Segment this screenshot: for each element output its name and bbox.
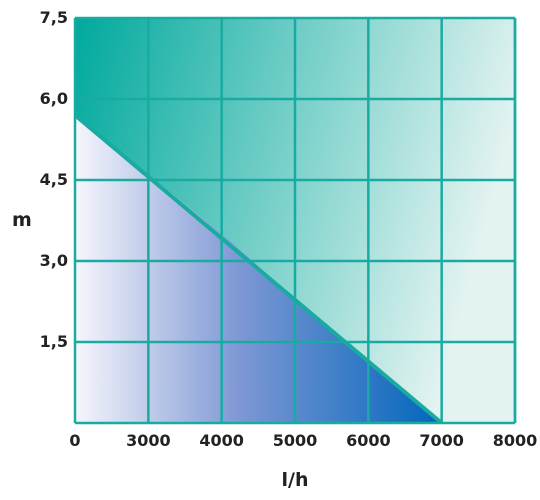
x-tick-label-6: 8000 (493, 431, 538, 450)
x-tick-label-2: 4000 (199, 431, 244, 450)
y-tick-label-1: 6,0 (40, 89, 68, 108)
x-tick-label-5: 7000 (419, 431, 464, 450)
performance-curve-line (73, 113, 443, 425)
x-tick-label-3: 5000 (273, 431, 318, 450)
y-axis-ticks: 7,5 6,0 4,5 3,0 1,5 (40, 8, 68, 351)
x-tick-label-4: 6000 (346, 431, 391, 450)
y-tick-label-3: 3,0 (40, 251, 68, 270)
y-tick-label-0: 7,5 (40, 8, 68, 27)
y-axis-label: m (12, 209, 32, 231)
x-axis-label: l/h (282, 469, 309, 491)
x-axis-ticks: 0 3000 4000 5000 6000 7000 8000 (69, 431, 537, 450)
y-tick-label-4: 1,5 (40, 332, 68, 351)
x-tick-label-0: 0 (69, 431, 80, 450)
y-tick-label-2: 4,5 (40, 170, 68, 189)
x-tick-label-1: 3000 (126, 431, 171, 450)
grid-lines (73, 16, 517, 425)
